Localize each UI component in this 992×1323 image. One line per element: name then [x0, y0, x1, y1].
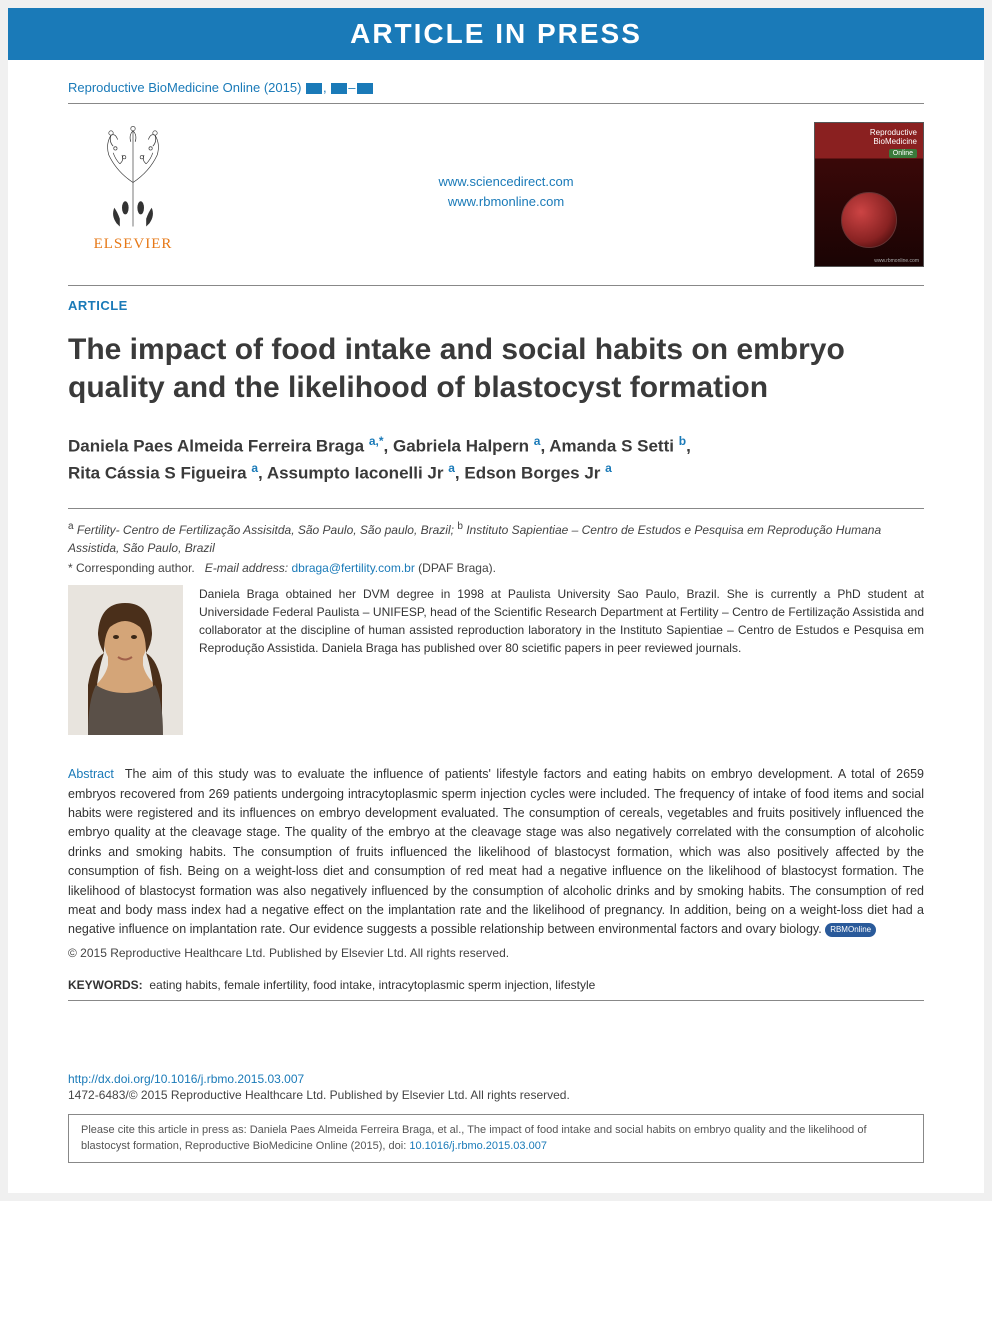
author-bio-text: Daniela Braga obtained her DVM degree in…: [199, 585, 924, 657]
keywords-list: eating habits, female infertility, food …: [149, 978, 595, 992]
vol-placeholder: [306, 83, 322, 94]
author-aff: a: [369, 434, 376, 448]
citation-year: (2015): [264, 80, 302, 95]
publisher-logo-block: ELSEVIER: [68, 122, 198, 253]
sciencedirect-link[interactable]: www.sciencedirect.com: [198, 172, 814, 192]
issn-copyright: 1472-6483/© 2015 Reproductive Healthcare…: [68, 1087, 924, 1104]
keywords-row: KEYWORDS: eating habits, female infertil…: [68, 978, 924, 992]
rbm-online-badge-icon: RBMOnline: [825, 923, 876, 937]
citation-box: Please cite this article in press as: Da…: [68, 1114, 924, 1163]
corresponding-author: * Corresponding author. E-mail address: …: [68, 561, 924, 575]
in-press-banner: ARTICLE IN PRESS: [8, 8, 984, 60]
author: Daniela Paes Almeida Ferreira Braga: [68, 437, 364, 456]
publisher-name: ELSEVIER: [68, 236, 198, 253]
keywords-rule: [68, 1000, 924, 1001]
citation-line: Reproductive BioMedicine Online (2015) ,…: [68, 80, 924, 95]
authors-list: Daniela Paes Almeida Ferreira Braga a,*,…: [68, 432, 924, 486]
content-area: Reproductive BioMedicine Online (2015) ,…: [8, 60, 984, 1193]
author-aff: b: [679, 434, 686, 448]
keywords-label: KEYWORDS:: [68, 978, 143, 992]
affil-rule: [68, 508, 924, 509]
affiliation-a: Fertility- Centro de Fertilização Assisi…: [77, 523, 454, 537]
abstract-copyright: © 2015 Reproductive Healthcare Ltd. Publ…: [68, 946, 924, 960]
article-page: ARTICLE IN PRESS Reproductive BioMedicin…: [8, 8, 984, 1193]
cover-title: Reproductive BioMedicine: [870, 129, 917, 147]
author-aff: a: [448, 461, 455, 475]
author: Amanda S Setti: [549, 437, 674, 456]
page-end-placeholder: [357, 83, 373, 94]
elsevier-tree-icon: [78, 122, 188, 232]
author: Assumpto Iaconelli Jr: [267, 464, 444, 483]
author: Gabriela Halpern: [393, 437, 529, 456]
cover-online-badge: Online: [889, 149, 917, 158]
doi-link[interactable]: http://dx.doi.org/10.1016/j.rbmo.2015.03…: [68, 1071, 924, 1088]
author-aff: a: [251, 461, 258, 475]
article-type-label: ARTICLE: [68, 298, 924, 313]
footer-block: http://dx.doi.org/10.1016/j.rbmo.2015.03…: [68, 1071, 924, 1105]
abstract-body: The aim of this study was to evaluate th…: [68, 767, 924, 936]
top-rule: [68, 103, 924, 104]
corresponding-label: * Corresponding author.: [68, 561, 195, 575]
cover-footer: www.rbmonline.com: [874, 258, 919, 264]
author: Edson Borges Jr: [464, 464, 600, 483]
author-aff: a: [534, 434, 541, 448]
page-start-placeholder: [331, 83, 347, 94]
citation-journal: Reproductive BioMedicine Online: [68, 80, 260, 95]
citation-doi: 10.1016/j.rbmo.2015.03.007: [409, 1140, 547, 1152]
corresponding-suffix: (DPAF Braga).: [418, 561, 496, 575]
mid-rule: [68, 285, 924, 286]
abstract-heading: Abstract: [68, 767, 114, 781]
author-aff: a: [605, 461, 612, 475]
cover-embryo-image: [841, 192, 897, 248]
corresponding-email[interactable]: dbraga@fertility.com.br: [291, 561, 414, 575]
author-bio-row: Daniela Braga obtained her DVM degree in…: [68, 585, 924, 735]
page-wrap: ARTICLE IN PRESS Reproductive BioMedicin…: [0, 0, 992, 1201]
author-photo: [68, 585, 183, 735]
author: Rita Cássia S Figueira: [68, 464, 247, 483]
center-links: www.sciencedirect.com www.rbmonline.com: [198, 122, 814, 211]
rbmonline-link[interactable]: www.rbmonline.com: [198, 192, 814, 212]
abstract: Abstract The aim of this study was to ev…: [68, 765, 924, 939]
header-row: ELSEVIER www.sciencedirect.com www.rbmon…: [68, 122, 924, 267]
journal-cover-thumbnail: Reproductive BioMedicine Online www.rbmo…: [814, 122, 924, 267]
affiliations: a Fertility- Centro de Fertilização Assi…: [68, 519, 924, 557]
article-title: The impact of food intake and social hab…: [68, 331, 924, 406]
corresponding-star-icon: *: [379, 434, 384, 448]
email-label: E-mail address:: [205, 561, 288, 575]
